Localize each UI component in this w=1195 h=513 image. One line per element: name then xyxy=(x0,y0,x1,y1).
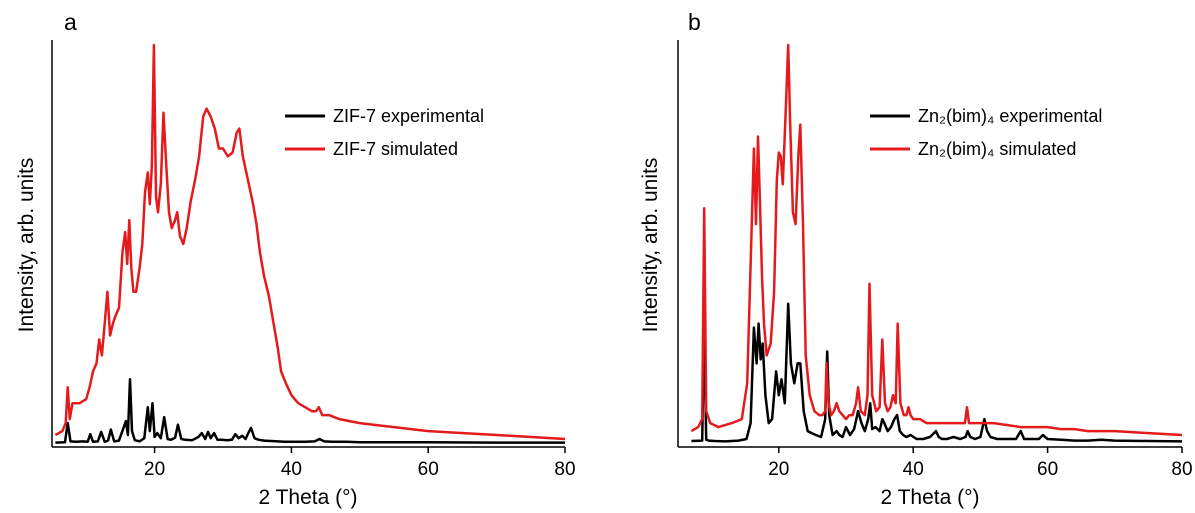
panel-a-plot-area xyxy=(54,43,566,444)
x-tick-label: 80 xyxy=(554,459,575,480)
legend-label-znbim-experimental: Zn₂(bim)₄ experimental xyxy=(918,106,1102,126)
legend-label-zif7-simulated: ZIF-7 simulated xyxy=(333,139,458,159)
panel-b-label: b xyxy=(688,9,701,35)
x-tick-label: 40 xyxy=(281,459,302,480)
legend-label-znbim-simulated: Zn₂(bim)₄ simulated xyxy=(918,139,1076,159)
x-tick-label: 20 xyxy=(768,459,789,480)
panel-b-series-line-1 xyxy=(690,43,1183,437)
panel-a-y-axis-label: Intensity, arb. units xyxy=(15,158,38,333)
panel-a-legend: ZIF-7 experimental ZIF-7 simulated xyxy=(285,106,484,159)
panel-a: a 20 40 60 80 2 Theta (°) Intensity, arb. u… xyxy=(15,9,576,509)
panel-b-legend: Zn₂(bim)₄ experimental Zn₂(bim)₄ simulat… xyxy=(870,106,1102,159)
x-tick-label: 60 xyxy=(1037,459,1058,480)
panel-a-x-axis-label: 2 Theta (°) xyxy=(258,486,357,509)
x-tick-label: 20 xyxy=(144,459,165,480)
panel-b-x-axis-label: 2 Theta (°) xyxy=(880,486,979,509)
x-tick-label: 40 xyxy=(903,459,924,480)
panel-a-series-line-1 xyxy=(54,43,566,441)
panel-b-plot-area xyxy=(690,43,1183,443)
panel-a-label: a xyxy=(64,9,77,35)
panel-b: b 20 40 60 80 2 Theta (°) Intensity, arb. u… xyxy=(639,9,1193,509)
panel-a-series-line-0 xyxy=(55,378,565,444)
legend-label-zif7-experimental: ZIF-7 experimental xyxy=(333,106,484,126)
x-tick-label: 80 xyxy=(1171,459,1192,480)
panel-b-series-line-0 xyxy=(691,302,1183,443)
panel-b-x-ticks: 20 40 60 80 xyxy=(768,447,1193,480)
x-tick-label: 60 xyxy=(418,459,439,480)
panel-b-y-axis-label: Intensity, arb. units xyxy=(639,158,662,333)
panel-a-x-ticks: 20 40 60 80 xyxy=(144,447,576,480)
